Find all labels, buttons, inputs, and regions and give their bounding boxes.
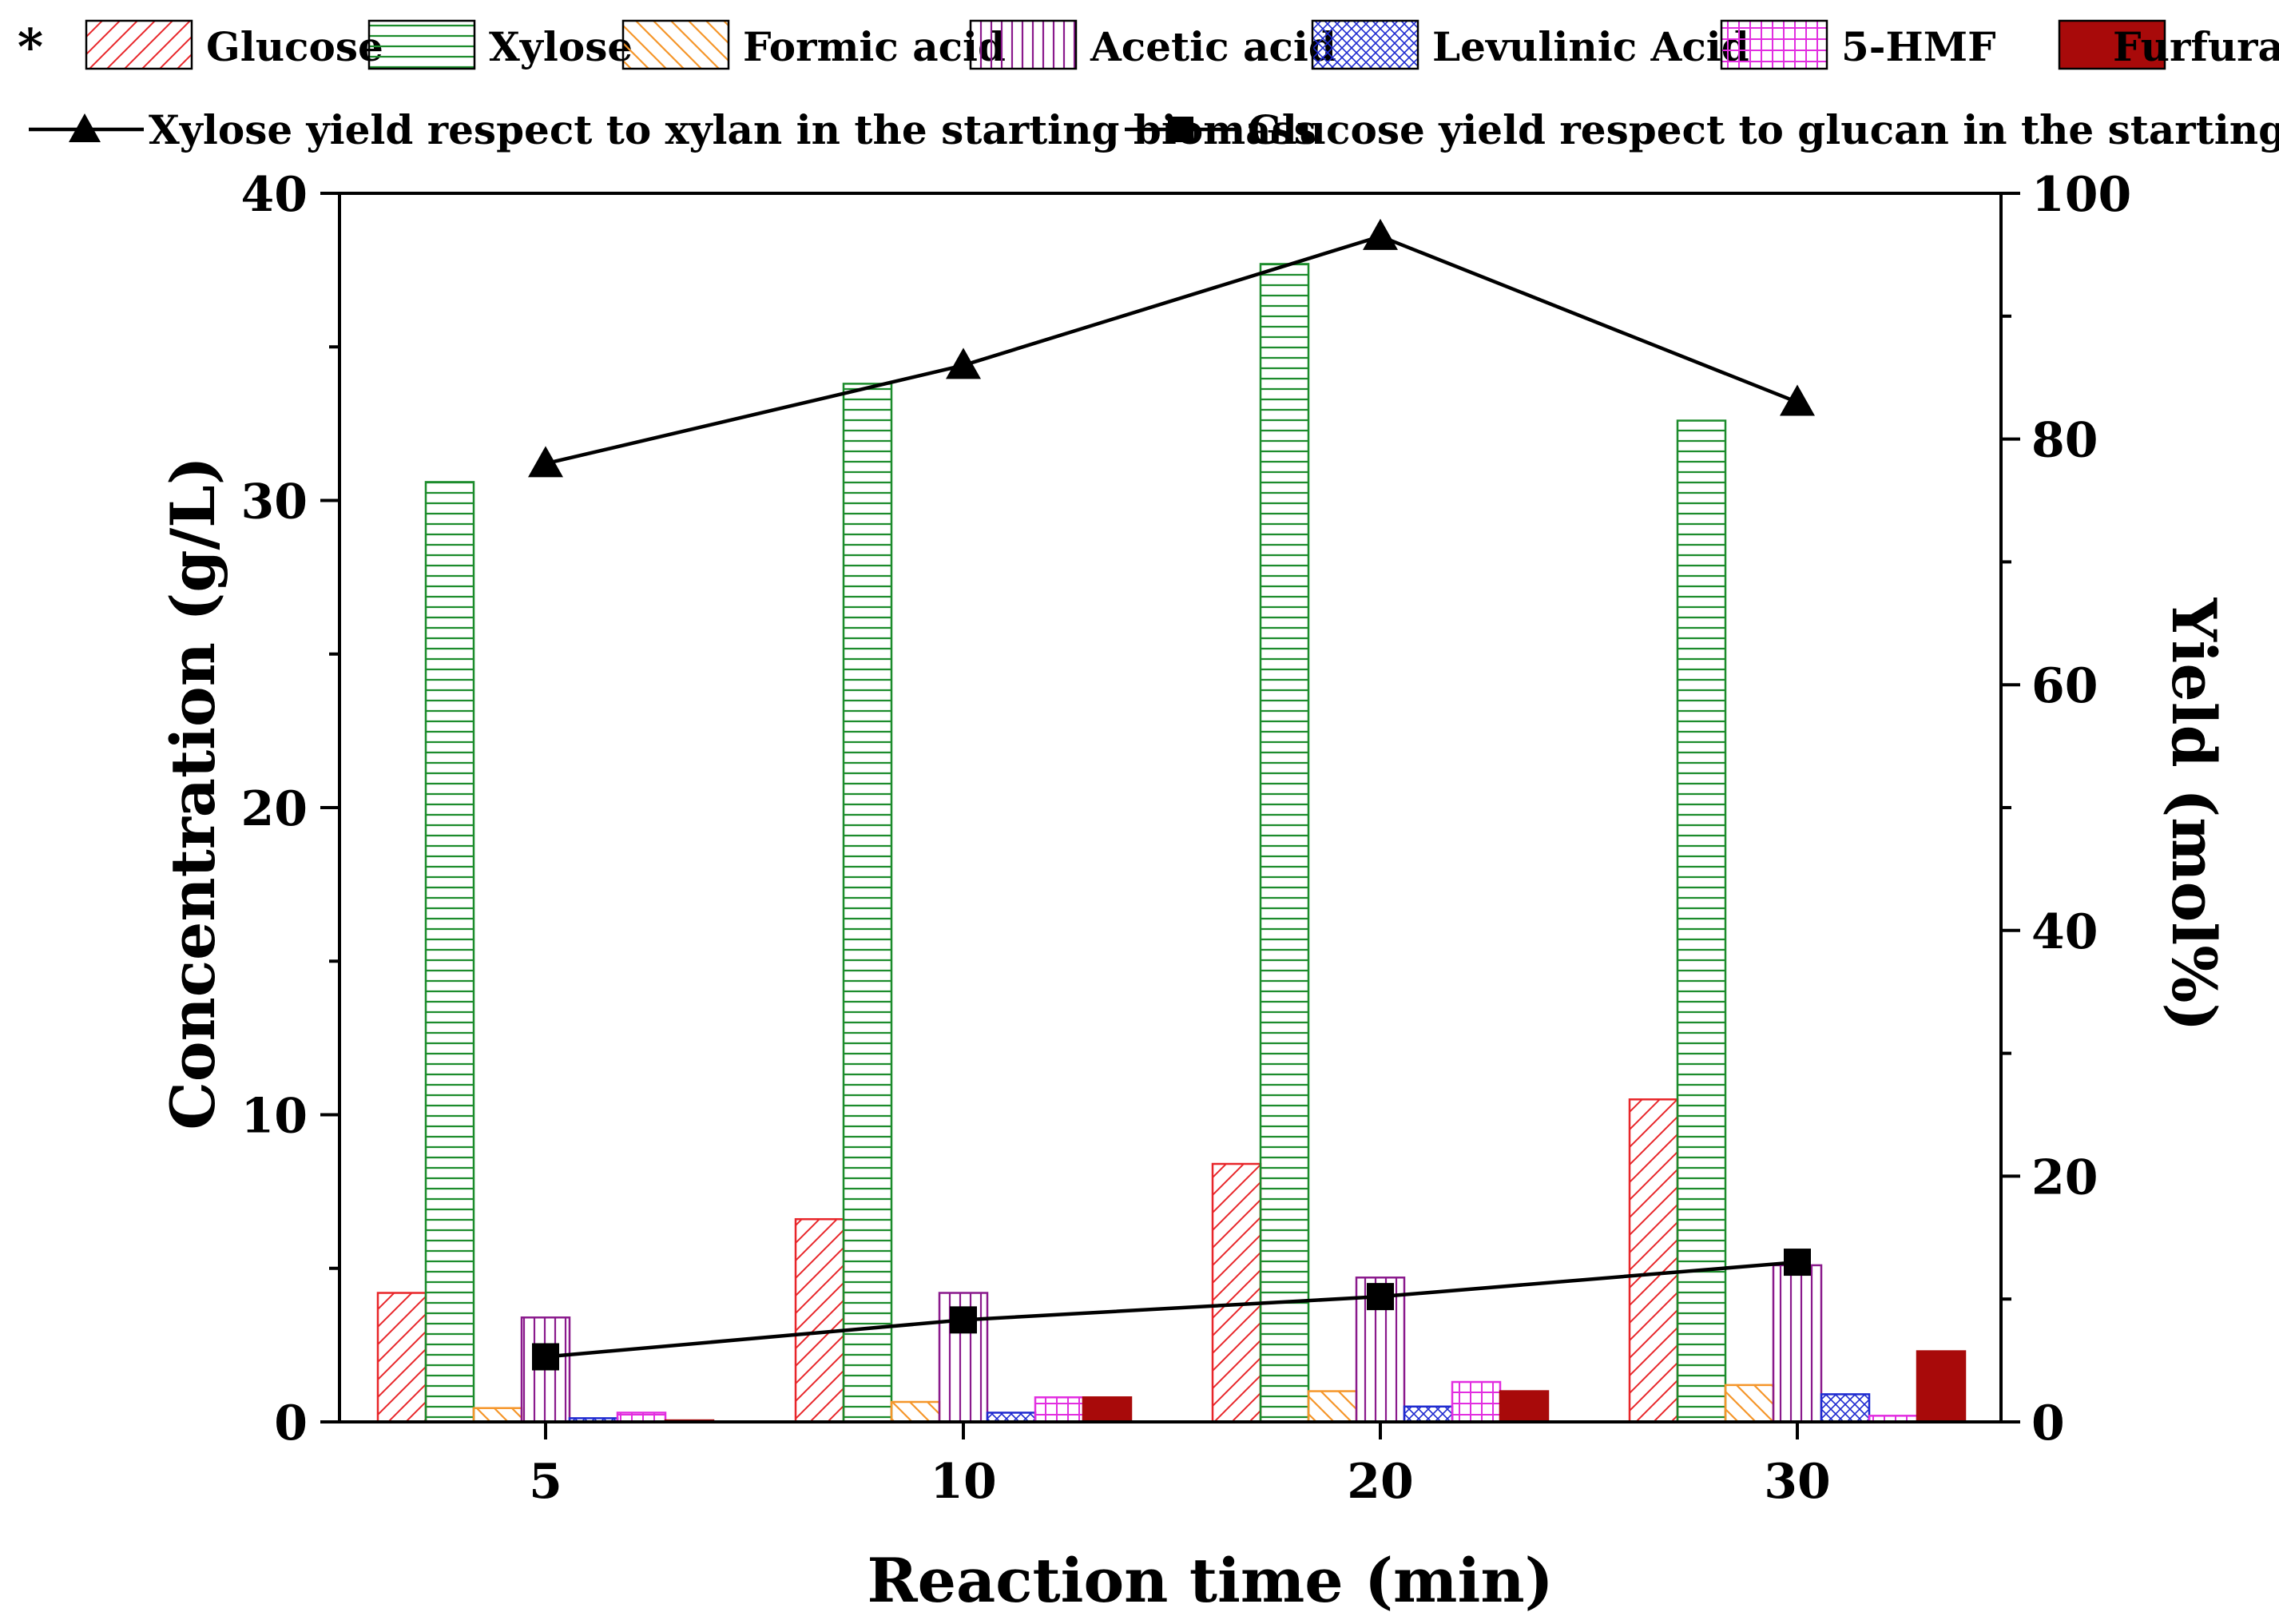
x-tick-label-30: 30	[1764, 1454, 1831, 1510]
plot-frame	[338, 192, 2003, 1423]
triangle-marker-30	[1780, 384, 1815, 416]
bar-furfural-30	[1916, 1350, 1967, 1423]
bar-formic-acid-10	[890, 1400, 941, 1423]
bar-formic-acid-30	[1724, 1384, 1775, 1423]
right-tick-label-100: 100	[2031, 167, 2131, 223]
bar-xylose-10	[842, 383, 893, 1423]
right-tick-label-80: 80	[2031, 413, 2098, 469]
bar-levulinic-acid-30	[1820, 1393, 1871, 1423]
right-tick-label-20: 20	[2031, 1150, 2098, 1205]
bar-5-hmf-10	[1034, 1396, 1085, 1423]
bar-xylose-5	[424, 481, 475, 1423]
square-marker-30	[1784, 1249, 1811, 1277]
bar-layer	[376, 263, 1967, 1423]
x-axis-label: Reaction time (min)	[867, 1545, 1553, 1616]
bar-xylose-30	[1676, 419, 1727, 1423]
bar-formic-acid-20	[1307, 1390, 1358, 1423]
x-tick-label-20: 20	[1347, 1454, 1414, 1510]
legend-label-xylose: Xylose	[489, 23, 633, 70]
bar-xylose-20	[1259, 263, 1310, 1423]
legend-swatch-acetic-acid	[969, 19, 1078, 70]
bar-glucose-10	[794, 1217, 845, 1423]
x-tick-label-10: 10	[930, 1454, 997, 1510]
triangle-marker-10	[946, 347, 981, 379]
left-tick-label-40: 40	[241, 167, 308, 223]
legend-label-acetic-acid: Acetic acid	[1090, 23, 1336, 70]
legend-label-square-series: Glucose yield respect to glucan in the s…	[1248, 106, 2279, 153]
line-triangle-series	[545, 234, 1798, 466]
left-tick-label-10: 10	[241, 1089, 308, 1145]
square-marker-10	[950, 1306, 977, 1334]
legend-swatch-glucose	[85, 19, 193, 70]
square-marker-20	[1367, 1283, 1394, 1311]
bar-formic-acid-5	[472, 1407, 523, 1423]
legend-label-triangle-series: Xylose yield respect to xylan in the sta…	[149, 106, 1316, 153]
right-tick-label-60: 60	[2031, 658, 2098, 714]
left-tick-label-30: 30	[241, 474, 308, 530]
legend-label-formic-acid: Formic acid	[743, 23, 1006, 70]
bar-acetic-acid-30	[1772, 1264, 1823, 1423]
legend-swatch-furfural	[2058, 19, 2166, 70]
legend-label-levulinic-acid: Levulinic Acid	[1432, 23, 1749, 70]
y-axis-label: Concentration (g/L)	[157, 456, 228, 1130]
left-tick-label-20: 20	[241, 781, 308, 837]
legend-swatch-levulinic-acid	[1311, 19, 1419, 70]
right-tick-label-40: 40	[2031, 904, 2098, 960]
legend-triangle-icon	[69, 113, 101, 142]
legend-label-5-hmf: 5-HMF	[1841, 23, 1996, 70]
left-tick-label-0: 0	[274, 1396, 308, 1451]
triangle-marker-5	[528, 446, 563, 478]
legend-square-icon	[1168, 117, 1193, 142]
axes: 0 10 20 30 40 0 20 40 60 80 100 5 10 20 30	[241, 167, 2132, 1510]
legend-label-glucose: Glucose	[206, 23, 383, 70]
bar-5-hmf-20	[1451, 1380, 1502, 1423]
legend-label-furfural: Furfural	[2113, 23, 2279, 70]
line-layer	[528, 218, 1815, 1371]
legend: * Glucose Xylose Formic acid Acetic acid Levu…	[18, 18, 2279, 153]
line-square-series	[545, 1260, 1798, 1359]
bar-furfural-10	[1082, 1396, 1133, 1423]
bar-glucose-20	[1211, 1162, 1262, 1423]
triangle-marker-20	[1363, 218, 1398, 250]
bar-glucose-30	[1628, 1098, 1679, 1423]
legend-swatch-5-hmf	[1720, 19, 1828, 70]
bar-furfural-20	[1499, 1390, 1550, 1423]
legend-swatch-formic-acid	[621, 19, 730, 70]
legend-swatch-xylose	[367, 19, 476, 70]
square-marker-5	[532, 1343, 559, 1371]
legend-asterisk: *	[18, 18, 43, 76]
x-tick-label-5: 5	[529, 1454, 562, 1510]
bar-levulinic-acid-20	[1403, 1405, 1454, 1423]
right-tick-label-0: 0	[2031, 1396, 2065, 1451]
bar-glucose-5	[376, 1292, 427, 1423]
y2-axis-label: Yield (mol%)	[2158, 598, 2229, 1032]
